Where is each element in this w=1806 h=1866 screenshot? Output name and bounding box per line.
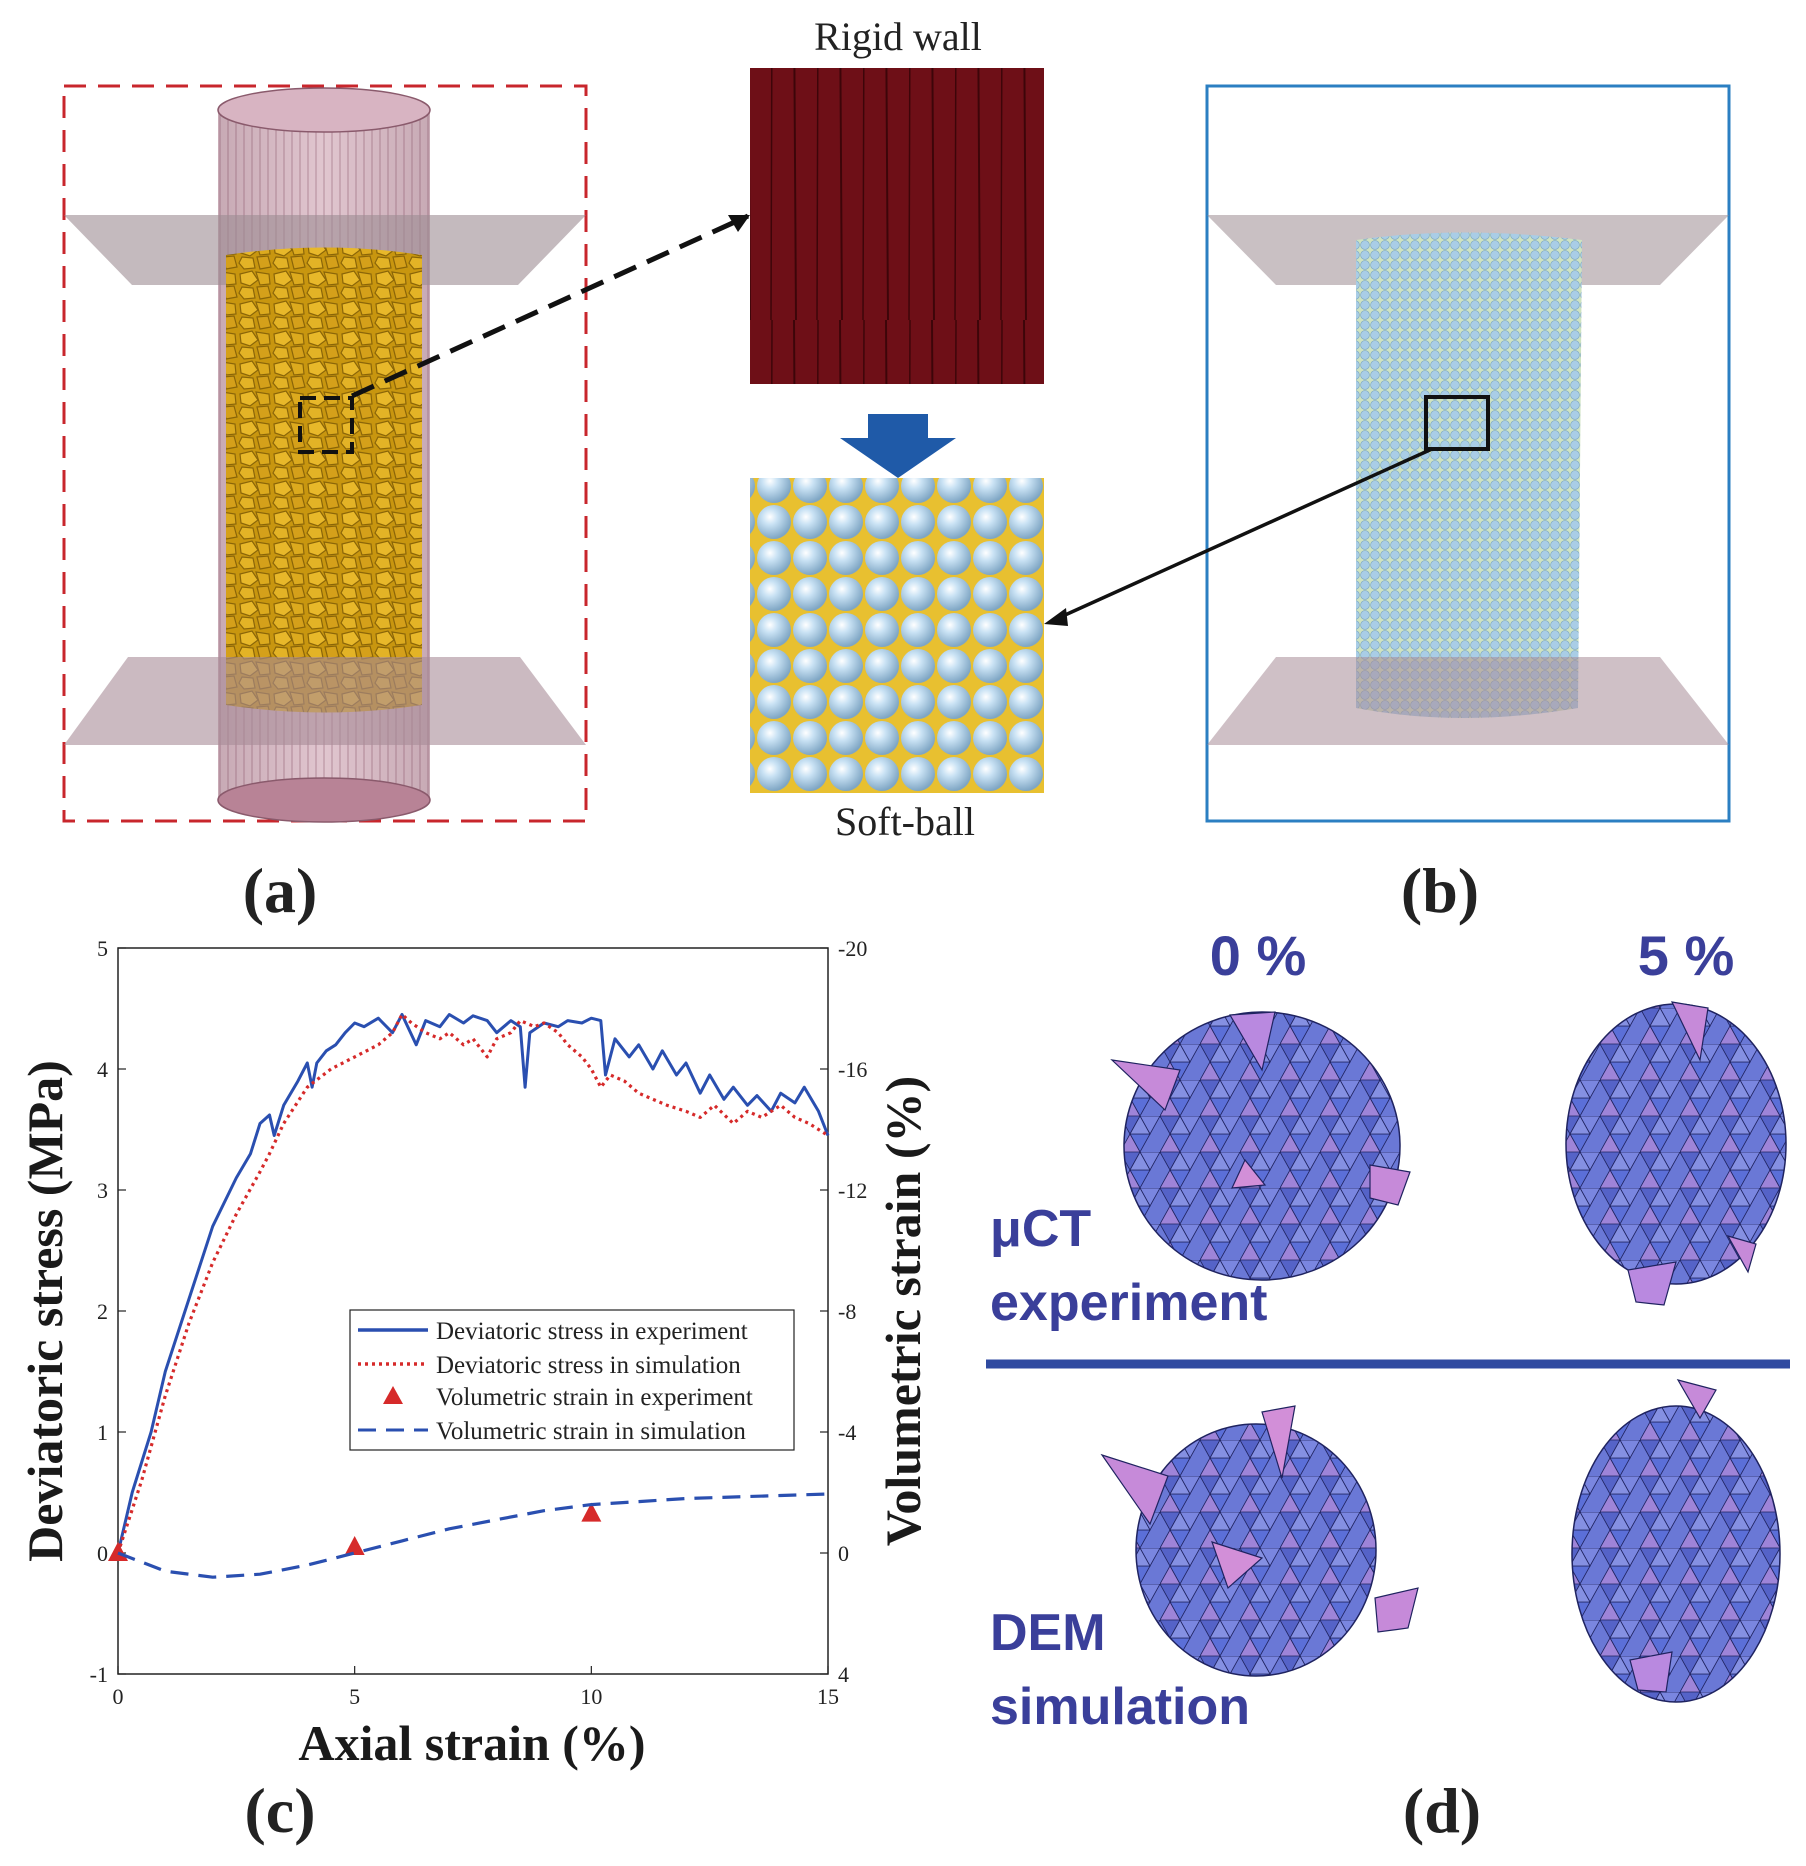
uct-0-specimen (1123, 1011, 1401, 1281)
uct-0-particle (1110, 1059, 1181, 1112)
legend-exp-vol: Volumetric strain in experiment (436, 1384, 753, 1411)
legend: Deviatoric stress in experiment Deviator… (349, 1309, 795, 1451)
dem-0-particle (1211, 1541, 1264, 1590)
panel-b-label: (b) (1401, 855, 1479, 926)
zoom-arrow-b-head (1044, 608, 1068, 626)
uct-5-specimen (1565, 1003, 1787, 1285)
panel-d: 0 % 5 % μCT experiment DEM simulation (986, 924, 1790, 1736)
x-tick-label: 5 (349, 1684, 360, 1709)
zoom-panels: Rigid wall Soft-ball (750, 14, 1044, 844)
y-tick-label: 4 (97, 1057, 108, 1082)
y-tick-label: 3 (97, 1178, 108, 1203)
uct-5-particle (1726, 1235, 1757, 1274)
strain-0-label: 0 % (1210, 924, 1307, 987)
x-tick-label: 15 (817, 1684, 839, 1709)
uct-label-line1: μCT (990, 1200, 1091, 1258)
vol-exp-marker (108, 1542, 128, 1561)
dem-5-specimen (1571, 1405, 1781, 1703)
dem-0-particle (1374, 1587, 1419, 1633)
dem-label-line1: DEM (990, 1604, 1106, 1662)
dem-0-specimen (1135, 1423, 1377, 1677)
rigid-wall-image (750, 68, 1044, 384)
zoom-arrow-a (350, 213, 750, 399)
selection-box-b (1424, 395, 1490, 451)
uct-0-particle (1228, 1011, 1276, 1072)
zoom-arrow-b (1053, 447, 1433, 622)
uct-0-particle (1369, 1164, 1411, 1206)
panel-d-label: (d) (1403, 1775, 1481, 1846)
strain-5-label: 5 % (1638, 924, 1735, 987)
x-tick-label: 10 (580, 1684, 602, 1709)
y2-ticks: 4 0 -4 -8 -12 -16 -20 (820, 936, 867, 1687)
particle-column (226, 247, 422, 713)
y-axis-title: Deviatoric stress (MPa) (17, 1060, 73, 1562)
panel-a (62, 84, 750, 823)
y2-tick-label: -12 (838, 1178, 867, 1203)
x-ticks: 0 5 10 15 (113, 1666, 839, 1709)
y2-tick-label: 0 (838, 1541, 849, 1566)
y2-tick-label: 4 (838, 1662, 849, 1687)
y-tick-label: 1 (97, 1420, 108, 1445)
chart-series (108, 1012, 830, 1579)
series-line-3 (117, 1492, 829, 1579)
soft-ball-column (1356, 232, 1582, 718)
uct-0-particle (1231, 1158, 1267, 1189)
series-line-0 (116, 1013, 830, 1554)
bottom-platen-b (1207, 657, 1729, 745)
y2-tick-label: -20 (838, 936, 867, 961)
vol-exp-marker (344, 1535, 365, 1555)
y2-tick-label: -16 (838, 1057, 867, 1082)
y-ticks: -1 0 1 2 3 4 5 (90, 936, 126, 1687)
y-tick-label: 2 (97, 1299, 108, 1324)
y-tick-label: -1 (90, 1662, 108, 1687)
soft-ball-caption: Soft-ball (835, 799, 975, 844)
panel-a-label: (a) (243, 855, 318, 926)
uct-label-line2: experiment (990, 1274, 1267, 1332)
dem-label-line2: simulation (990, 1678, 1250, 1736)
x-axis-title: Axial strain (%) (298, 1715, 645, 1771)
selection-box-a (298, 396, 354, 454)
y-tick-label: 0 (97, 1541, 108, 1566)
zoom-arrow-a-head (728, 215, 750, 232)
uct-5-particle (1670, 1001, 1709, 1063)
legend-exp-stress: Deviatoric stress in experiment (436, 1318, 748, 1345)
series-line-1 (116, 1012, 829, 1554)
dem-5-particle (1629, 1651, 1673, 1693)
dem-0-particle (1100, 1453, 1169, 1526)
panel-b-frame (1205, 84, 1731, 823)
legend-sim-vol: Volumetric strain in simulation (436, 1418, 746, 1445)
dem-5-particle (1676, 1379, 1717, 1420)
membrane-top (217, 87, 431, 133)
y2-axis-title: Volumetric strain (%) (875, 1076, 931, 1546)
y2-tick-label: -8 (838, 1299, 856, 1324)
legend-box (349, 1309, 795, 1451)
y2-tick-label: -4 (838, 1420, 856, 1445)
x-tick-label: 0 (113, 1684, 124, 1709)
down-arrow-icon (840, 414, 956, 478)
dem-0-particle (1261, 1405, 1296, 1479)
membrane-bottom (217, 777, 431, 823)
legend-sim-stress: Deviatoric stress in simulation (436, 1352, 741, 1379)
soft-ball-image (750, 478, 1044, 793)
vol-exp-marker (581, 1502, 602, 1522)
panel-c-label: (c) (244, 1775, 315, 1846)
y-tick-label: 5 (97, 936, 108, 961)
panel-b (1044, 84, 1731, 823)
bottom-platen (64, 657, 586, 745)
uct-5-particle (1627, 1261, 1677, 1306)
rigid-wall-caption: Rigid wall (814, 14, 982, 59)
legend-swatch-exp-vol (383, 1386, 403, 1404)
